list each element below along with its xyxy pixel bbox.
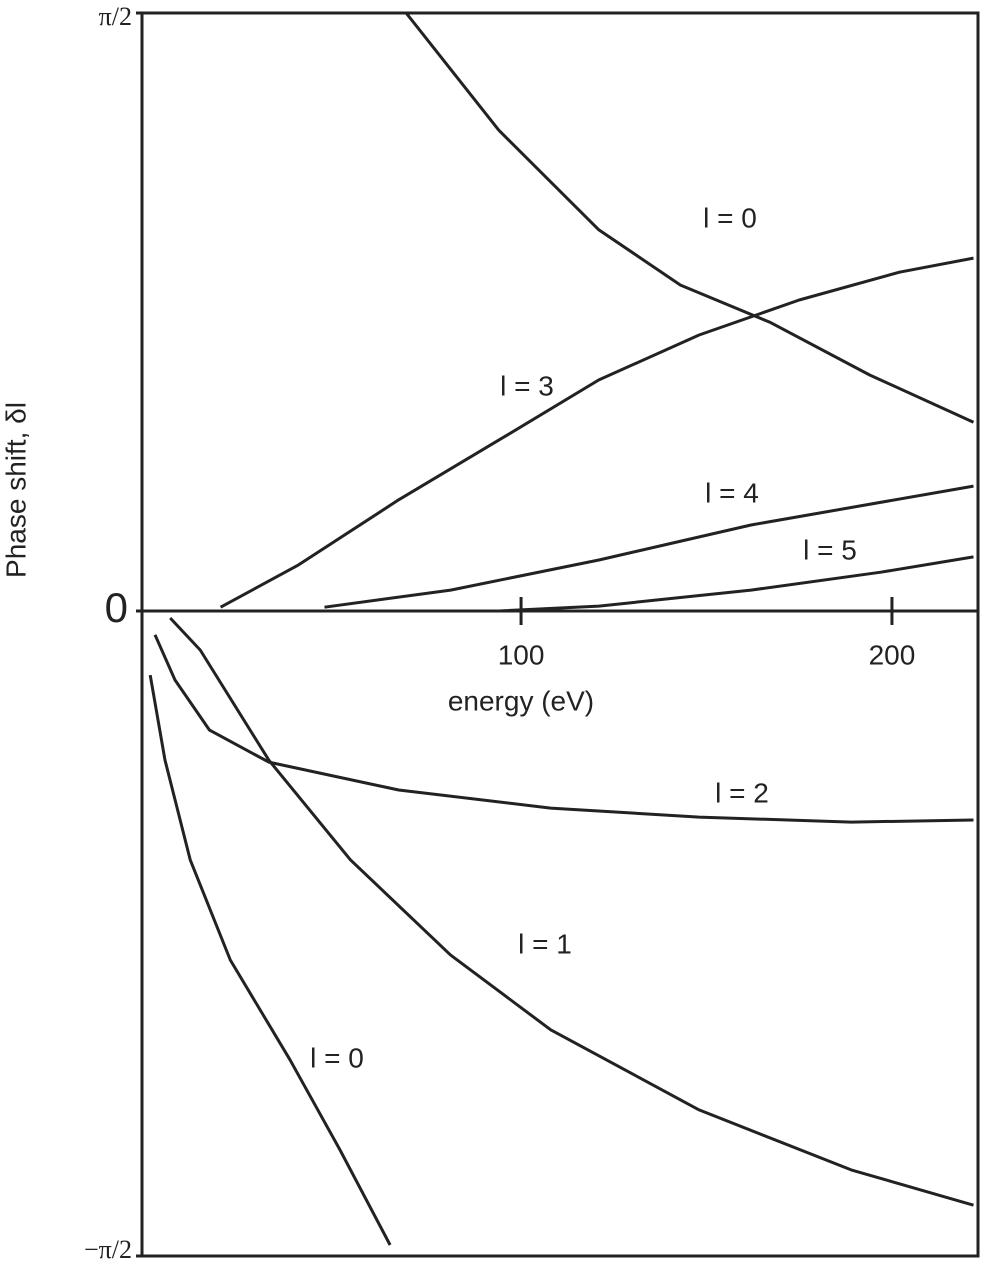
x-tick-label: 200	[869, 639, 916, 670]
series-line	[498, 555, 974, 613]
series-label: l = 5	[803, 534, 857, 565]
series-line	[219, 256, 974, 609]
x-axis-label: energy (eV)	[448, 685, 594, 716]
y-tick-label: 0	[105, 584, 128, 631]
y-tick-label: −π/2	[84, 1235, 132, 1264]
series-line	[324, 484, 974, 609]
series-line	[148, 674, 392, 1246]
x-tick-label: 100	[498, 639, 545, 670]
series-label: l = 3	[500, 370, 554, 401]
y-axis-label: Phase shift, δl	[0, 402, 31, 578]
series-label: l = 1	[518, 928, 572, 959]
series-line	[404, 11, 975, 424]
series-label: l = 4	[705, 477, 759, 508]
series-line	[153, 634, 974, 824]
plot-frame	[140, 11, 980, 1258]
series-label: l = 0	[703, 202, 757, 233]
series-label: l = 0	[310, 1042, 364, 1073]
series-label: l = 2	[715, 777, 769, 808]
y-tick-label: π/2	[99, 2, 132, 31]
series-line	[169, 616, 974, 1207]
